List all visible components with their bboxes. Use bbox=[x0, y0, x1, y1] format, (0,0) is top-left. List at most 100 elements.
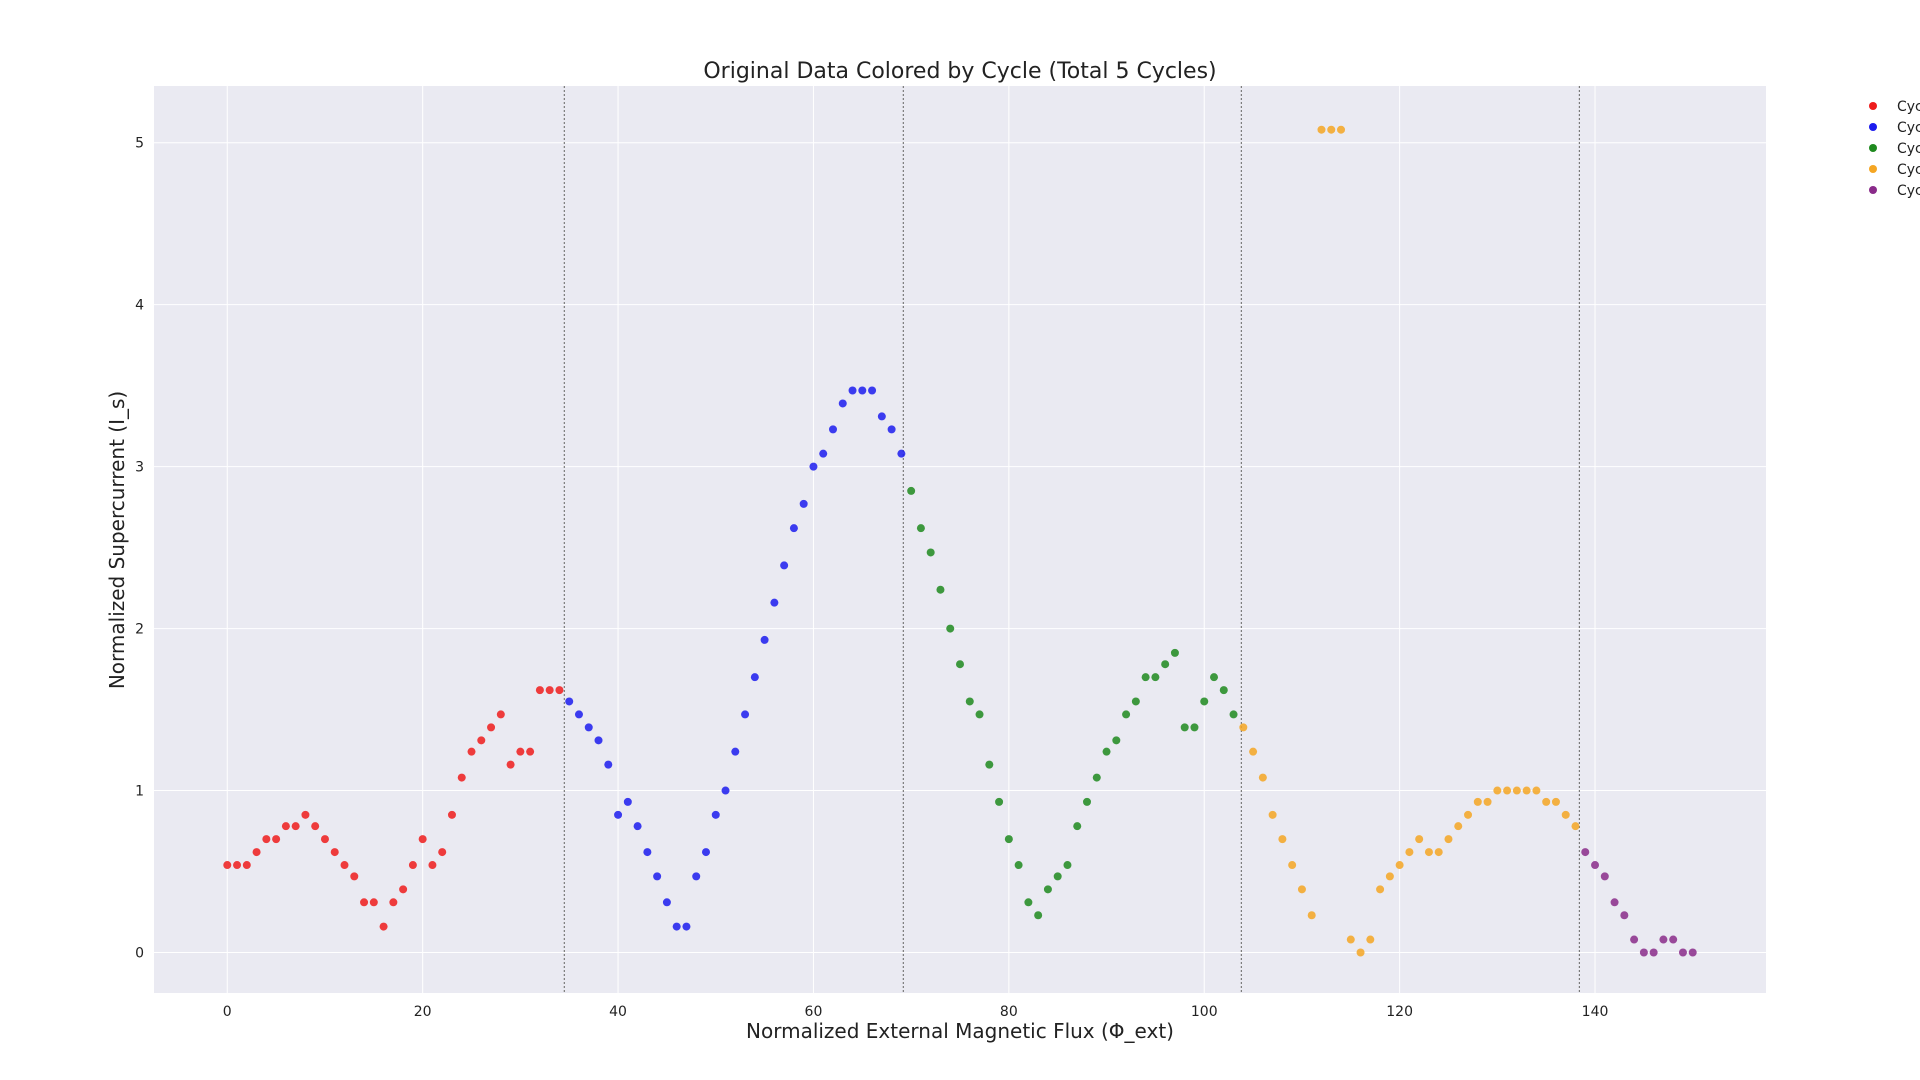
data-point bbox=[1688, 948, 1697, 957]
data-point bbox=[526, 747, 535, 756]
data-point bbox=[379, 922, 388, 931]
data-point bbox=[340, 861, 349, 870]
data-point bbox=[1249, 747, 1258, 756]
legend-entry: Cyc bbox=[1869, 99, 1920, 115]
data-point bbox=[1415, 835, 1424, 844]
data-point bbox=[1034, 911, 1043, 920]
legend-label: Cyc bbox=[1897, 120, 1920, 136]
data-point bbox=[555, 686, 564, 695]
x-tick-label: 0 bbox=[223, 1004, 232, 1020]
data-point bbox=[1630, 935, 1639, 944]
data-point bbox=[965, 697, 974, 706]
data-point bbox=[916, 524, 925, 533]
data-point bbox=[770, 598, 779, 607]
chart-title: Original Data Colored by Cycle (Total 5 … bbox=[703, 59, 1216, 84]
y-tick-labels: 0 1 2 3 4 5 bbox=[135, 136, 144, 962]
data-point bbox=[633, 822, 642, 831]
x-tick-labels: 0 20 40 60 80 100 120 140 bbox=[223, 1004, 1609, 1020]
data-point bbox=[623, 797, 632, 806]
legend-marker bbox=[1869, 102, 1877, 110]
data-point bbox=[1483, 797, 1492, 806]
data-point bbox=[1356, 948, 1365, 957]
data-point bbox=[408, 861, 417, 870]
cycle-boundaries bbox=[563, 86, 1580, 993]
y-tick-label: 4 bbox=[135, 298, 144, 314]
data-point bbox=[1366, 935, 1375, 944]
data-point bbox=[574, 710, 583, 719]
data-point bbox=[301, 810, 310, 819]
series-2 bbox=[565, 386, 906, 931]
data-point bbox=[936, 585, 945, 594]
data-point bbox=[1112, 736, 1121, 745]
data-point bbox=[1092, 773, 1101, 782]
data-point bbox=[750, 673, 759, 682]
y-tick-label: 2 bbox=[135, 622, 144, 638]
data-point bbox=[946, 624, 955, 633]
data-point bbox=[1522, 786, 1531, 795]
data-point bbox=[799, 499, 808, 508]
data-point bbox=[1620, 911, 1629, 920]
data-point bbox=[789, 524, 798, 533]
data-point bbox=[447, 810, 456, 819]
data-point bbox=[1073, 822, 1082, 831]
data-point bbox=[281, 822, 290, 831]
data-point bbox=[995, 797, 1004, 806]
data-point bbox=[565, 697, 574, 706]
data-point bbox=[1639, 948, 1648, 957]
data-point bbox=[721, 786, 730, 795]
data-point bbox=[809, 462, 818, 471]
data-point bbox=[457, 773, 466, 782]
data-point bbox=[1239, 723, 1248, 732]
y-tick-label: 3 bbox=[135, 460, 144, 476]
data-point bbox=[1288, 861, 1297, 870]
data-point bbox=[233, 861, 242, 870]
data-point bbox=[320, 835, 329, 844]
x-tick-label: 100 bbox=[1191, 1004, 1218, 1020]
data-point bbox=[1503, 786, 1512, 795]
legend-label: Cyc bbox=[1897, 162, 1920, 178]
data-point bbox=[1581, 848, 1590, 857]
data-point bbox=[360, 898, 369, 907]
data-point bbox=[682, 922, 691, 931]
data-point bbox=[1532, 786, 1541, 795]
data-point bbox=[1131, 697, 1140, 706]
y-tick-label: 0 bbox=[135, 946, 144, 962]
data-point bbox=[614, 810, 623, 819]
data-point bbox=[311, 822, 320, 831]
data-point bbox=[897, 449, 906, 458]
data-point bbox=[1200, 697, 1209, 706]
data-point bbox=[887, 425, 896, 434]
data-point bbox=[1122, 710, 1131, 719]
data-point bbox=[1210, 673, 1219, 682]
data-point bbox=[1063, 861, 1072, 870]
legend-label: Cyc bbox=[1897, 183, 1920, 199]
data-point bbox=[1649, 948, 1658, 957]
data-point bbox=[868, 386, 877, 395]
data-point bbox=[438, 848, 447, 857]
data-point bbox=[418, 835, 427, 844]
data-point bbox=[545, 686, 554, 695]
legend-marker bbox=[1869, 123, 1877, 131]
data-point bbox=[1141, 673, 1150, 682]
data-point bbox=[819, 449, 828, 458]
data-point bbox=[1219, 686, 1228, 695]
data-point bbox=[1327, 125, 1336, 134]
data-point bbox=[496, 710, 505, 719]
data-point bbox=[1083, 797, 1092, 806]
y-tick-label: 5 bbox=[135, 136, 144, 152]
data-point bbox=[1278, 835, 1287, 844]
data-point bbox=[956, 660, 964, 669]
data-point bbox=[828, 425, 837, 434]
x-tick-label: 40 bbox=[609, 1004, 627, 1020]
data-point bbox=[535, 686, 544, 695]
data-point bbox=[1337, 125, 1346, 134]
data-point bbox=[1151, 673, 1160, 682]
data-point bbox=[1571, 822, 1580, 831]
data-point bbox=[1346, 935, 1355, 944]
plot-area bbox=[154, 86, 1766, 993]
data-point bbox=[1043, 885, 1052, 894]
x-tick-label: 140 bbox=[1582, 1004, 1609, 1020]
legend-entry: Cyc bbox=[1869, 141, 1920, 157]
x-tick-label: 60 bbox=[805, 1004, 823, 1020]
